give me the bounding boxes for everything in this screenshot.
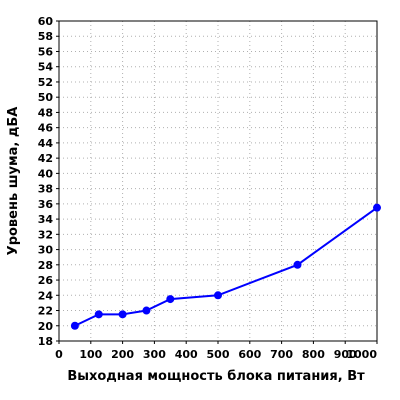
y-tick-label: 46 [38, 122, 54, 135]
x-tick-label: 1000 [346, 348, 377, 361]
x-tick-label: 300 [143, 348, 166, 361]
y-tick-label: 34 [38, 213, 54, 226]
series [70, 203, 381, 330]
y-tick-label: 60 [38, 15, 54, 28]
data-point [70, 321, 79, 330]
y-axis-title: Уровень шума, дБА [6, 107, 21, 256]
y-axis-ticks: 18 20 22 24 26 28 30 32 34 36 38 40 42 44 46 48 50 52 54 56… [38, 15, 59, 348]
y-tick-label: 28 [38, 259, 53, 272]
y-tick-label: 40 [38, 167, 54, 180]
series-line [74, 206, 378, 327]
x-axis-title: Выходная мощность блока питания, Вт [67, 369, 365, 384]
y-tick-label: 30 [38, 244, 54, 257]
y-tick-label: 18 [38, 335, 53, 348]
y-tick-label: 32 [38, 228, 53, 241]
grid [59, 21, 377, 341]
y-tick-label: 56 [38, 45, 54, 58]
x-tick-label: 200 [111, 348, 134, 361]
x-tick-label: 900 [334, 348, 357, 361]
y-tick-label: 22 [38, 305, 53, 318]
y-tick-label: 48 [38, 106, 53, 119]
x-tick-label: 500 [207, 348, 230, 361]
data-point [94, 310, 103, 319]
data-point [118, 310, 127, 319]
x-tick-label: 400 [175, 348, 198, 361]
x-tick-label: 800 [302, 348, 325, 361]
x-tick-label: 600 [238, 348, 261, 361]
y-tick-label: 50 [38, 91, 54, 104]
data-point [214, 291, 222, 300]
y-tick-label: 44 [38, 137, 54, 150]
y-tick-label: 42 [38, 152, 53, 165]
y-tick-label: 24 [38, 289, 54, 302]
y-tick-label: 58 [38, 30, 53, 43]
y-tick-label: 52 [38, 76, 53, 89]
data-point [293, 260, 302, 269]
x-tick-label: 700 [270, 348, 293, 361]
y-tick-label: 20 [38, 320, 54, 333]
data-point [166, 295, 175, 304]
y-tick-label: 54 [38, 61, 54, 74]
y-tick-label: 38 [38, 183, 53, 196]
x-tick-label: 100 [79, 348, 102, 361]
y-tick-label: 36 [38, 198, 54, 211]
x-tick-label: 0 [55, 348, 63, 361]
data-point [373, 203, 381, 212]
data-point [142, 306, 151, 315]
y-tick-label: 26 [38, 274, 54, 287]
